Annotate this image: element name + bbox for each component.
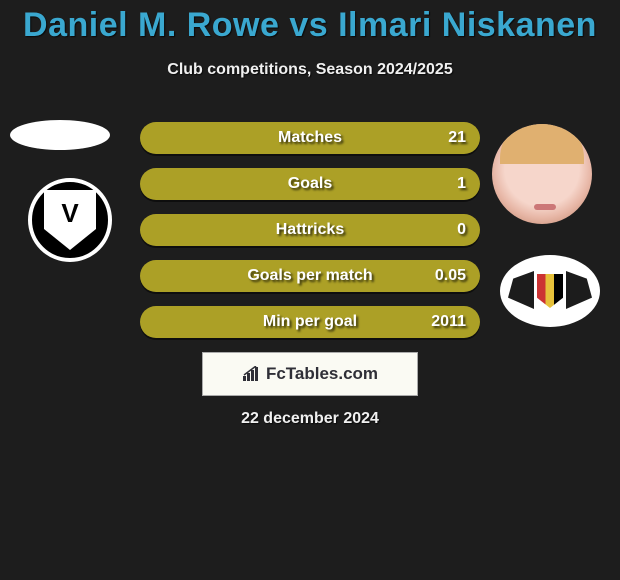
stat-bar: Min per goal 2011 [140,306,480,338]
date-text: 22 december 2024 [0,410,620,428]
player-left-avatar [10,120,110,150]
stat-bar: Matches 21 [140,122,480,154]
page-title: Daniel M. Rowe vs Ilmari Niskanen [0,0,620,45]
stat-bars: Matches 21 Goals 1 Hattricks 0 Goals per… [140,122,480,352]
subtitle: Club competitions, Season 2024/2025 [0,61,620,79]
stat-bar: Goals 1 [140,168,480,200]
stat-label: Goals per match [140,260,480,292]
stat-label: Hattricks [140,214,480,246]
stat-label: Min per goal [140,306,480,338]
player-right-avatar [492,124,592,224]
club-left-badge [20,178,120,262]
stat-label: Goals [140,168,480,200]
stat-value-right: 0.05 [435,260,466,292]
brand-name: FcTables.com [266,364,378,384]
stat-value-right: 21 [448,122,466,154]
comparison-card: Daniel M. Rowe vs Ilmari Niskanen Club c… [0,0,620,580]
barchart-icon [242,366,260,382]
stat-value-right: 2011 [431,306,466,338]
club-right-badge [500,255,600,339]
brand-box: FcTables.com [202,352,418,396]
stat-value-right: 1 [457,168,466,200]
stat-value-right: 0 [457,214,466,246]
stat-bar: Goals per match 0.05 [140,260,480,292]
stat-label: Matches [140,122,480,154]
stat-bar: Hattricks 0 [140,214,480,246]
